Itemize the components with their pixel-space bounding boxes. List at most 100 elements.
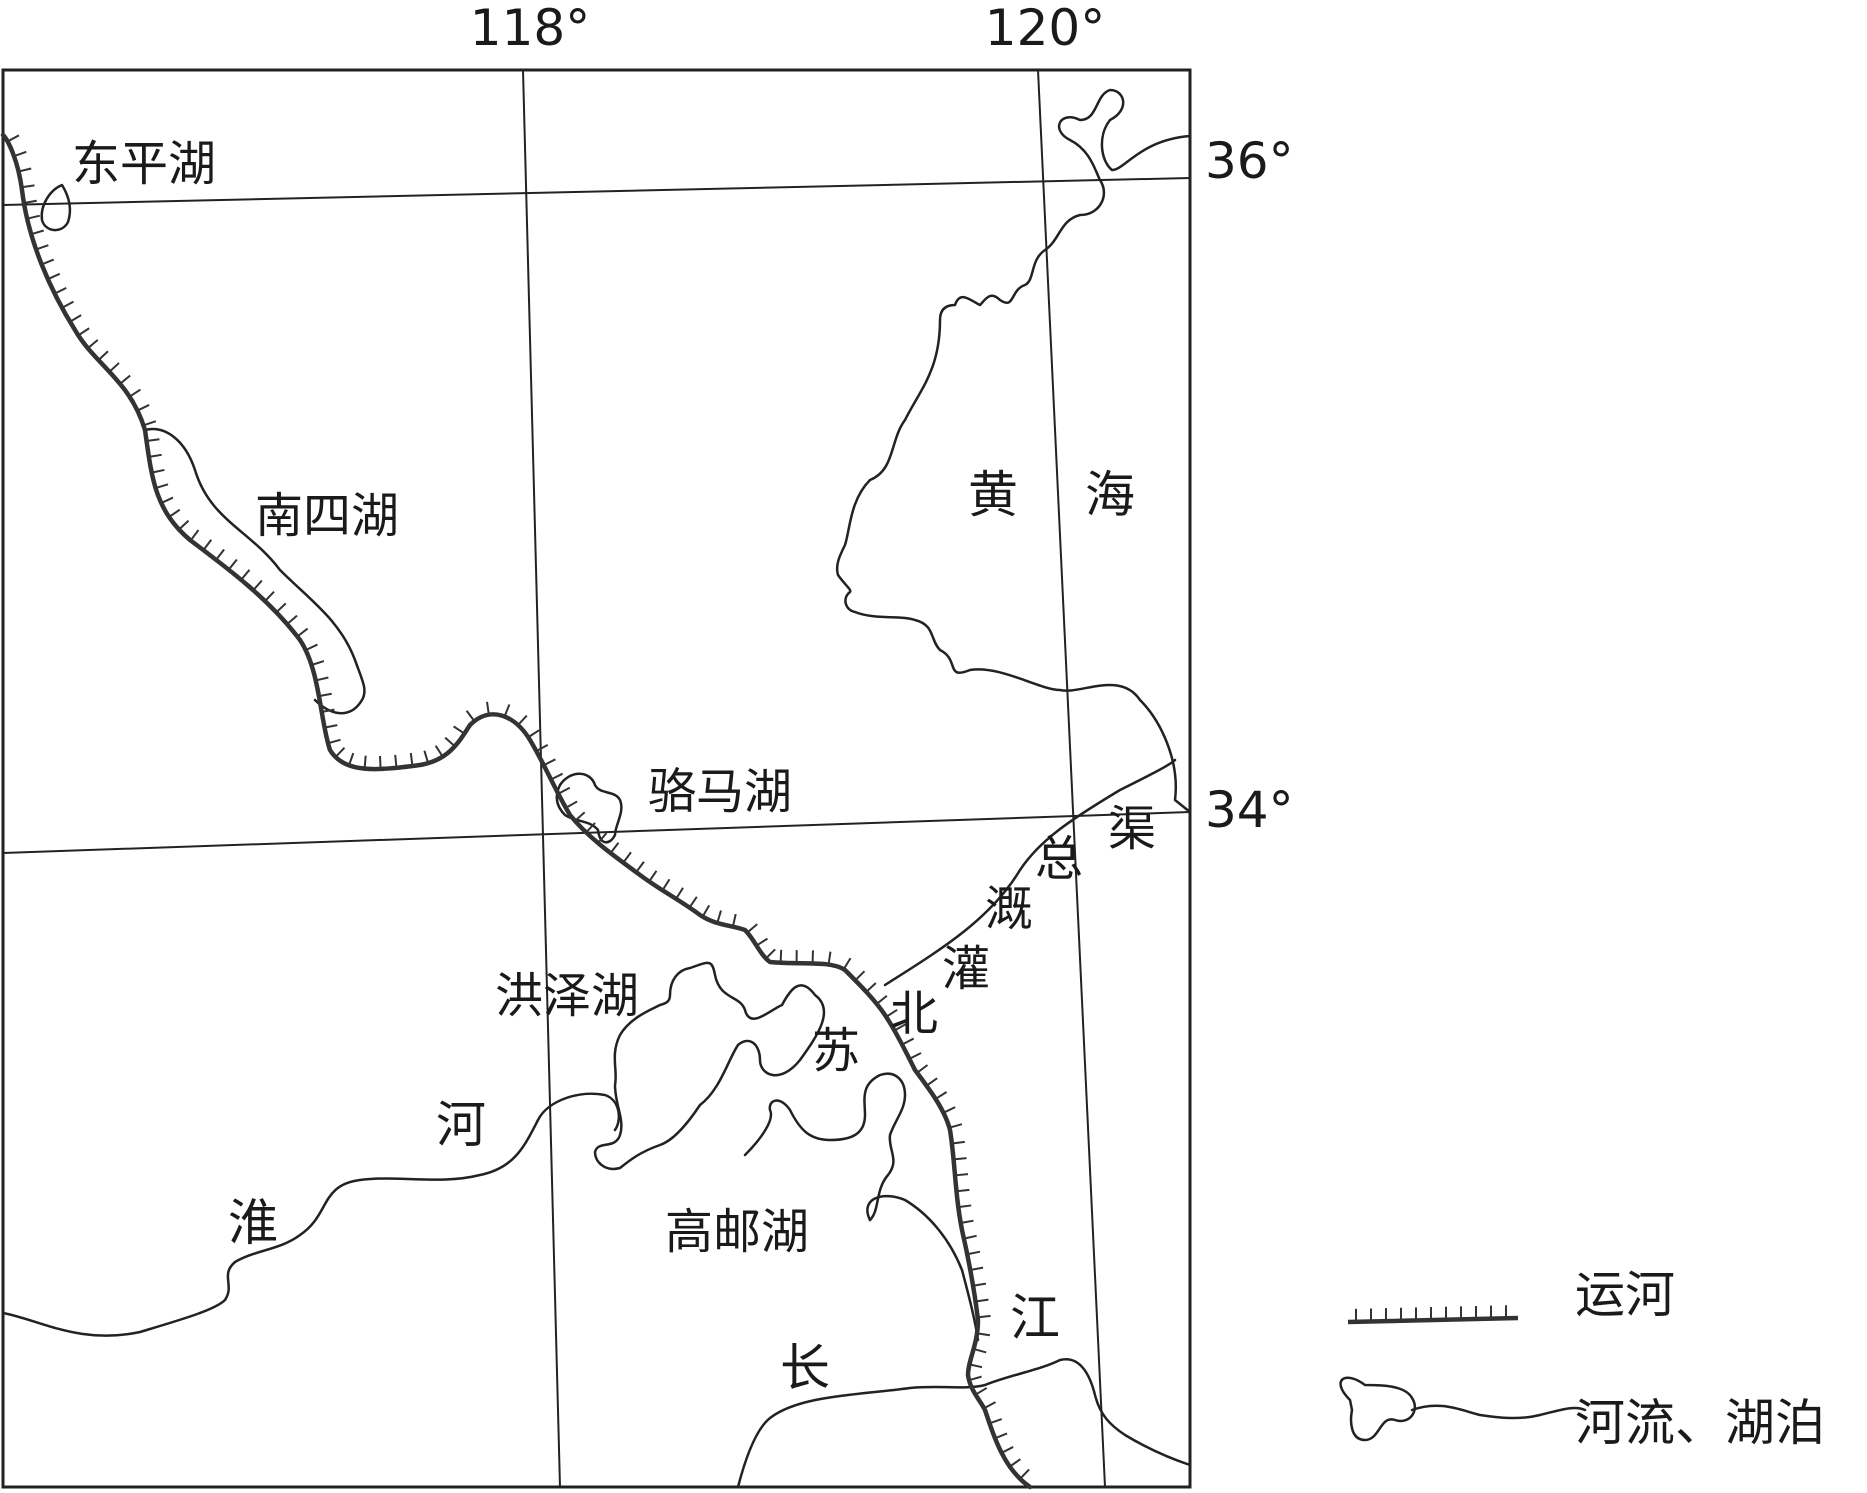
canal-tick (557, 786, 571, 795)
canal-tick (865, 982, 877, 993)
canal-tick (609, 842, 620, 854)
canal-tick (779, 949, 783, 963)
lat-label-36: 36° (1205, 132, 1294, 190)
canal-tick (18, 167, 32, 173)
legend-canal-symbol (1347, 1305, 1519, 1325)
canal-tick (893, 1023, 907, 1032)
canal-tick (956, 1188, 970, 1193)
canal-subei-main (883, 758, 1177, 987)
river-yangtze (736, 1358, 1192, 1489)
canal-tick (7, 134, 20, 143)
canal-tick (119, 374, 131, 385)
canal-tick (688, 896, 698, 909)
canal-tick (26, 214, 41, 220)
canal-label-su: 苏 (812, 1023, 860, 1079)
river-huaihe (1, 1092, 621, 1337)
meridian-120 (1037, 69, 1106, 1488)
canal-tick (983, 1401, 996, 1410)
canal-tick (550, 772, 564, 781)
canal-tick (827, 951, 832, 965)
canal-tick (1019, 1468, 1030, 1480)
canal-tick (597, 832, 608, 844)
legend: 运河 河流、湖泊 (1339, 1266, 1825, 1452)
canal-tick (148, 453, 162, 458)
lake-label-luoma: 骆马湖 (648, 764, 792, 820)
canal-tick (409, 752, 414, 767)
coastline (835, 88, 1192, 814)
canal-label-guan: 灌 (942, 941, 990, 997)
lake-label-gaoyou: 高邮湖 (665, 1204, 809, 1260)
lake-gaoyou (743, 1072, 907, 1222)
canal-tick (160, 496, 174, 504)
canal-tick (296, 627, 309, 638)
canal-tick (275, 602, 287, 614)
canal-tick (348, 752, 355, 766)
canal-tick (976, 1332, 991, 1337)
sea-label-hai: 海 (1085, 466, 1135, 524)
meridian-118 (522, 69, 561, 1488)
river-label-chang: 长 (780, 1339, 830, 1397)
canal-tick (975, 1298, 989, 1303)
canal-tick (731, 913, 737, 927)
canal-tick (876, 994, 888, 1005)
canal-tick (423, 750, 430, 764)
canal-tick (286, 614, 298, 625)
canal-tick (30, 229, 44, 236)
canal-tick (87, 339, 99, 349)
canal-tick (972, 1282, 987, 1287)
canal-tick (324, 724, 338, 729)
canal-tick (989, 1418, 1003, 1425)
canal-tick (305, 643, 318, 652)
river-gaoyou-outflow (866, 1194, 980, 1342)
canal-tick (755, 937, 769, 947)
canal-tick (69, 314, 82, 323)
canal-tick (444, 736, 456, 748)
canal-tick (202, 539, 213, 551)
canal-tick (227, 558, 238, 571)
canal-tick (953, 1157, 967, 1161)
canal-tick (635, 861, 645, 873)
canal-tick (949, 1123, 963, 1129)
canal-tick (968, 1375, 982, 1382)
canal-tick (434, 745, 444, 758)
legend-canal-label: 运河 (1575, 1266, 1675, 1324)
canal-tick (1009, 1458, 1021, 1468)
canal-tick (648, 870, 658, 883)
canal-tick (315, 676, 329, 682)
canal-tick (622, 851, 632, 864)
canal-tick (453, 725, 465, 735)
canal-tick (327, 738, 341, 745)
canal-tick (975, 1387, 988, 1396)
canal-tick (334, 746, 346, 758)
grand-canal-ticks (7, 134, 1030, 1480)
canal-tick (854, 970, 866, 981)
canal-tick (565, 800, 578, 809)
canal-tick (189, 529, 200, 542)
canal-tick (973, 1347, 987, 1354)
canal-tick (970, 1266, 984, 1271)
canal-tick (716, 910, 722, 924)
canal-tick (969, 1363, 983, 1369)
canal-tick (97, 350, 109, 361)
river-label-jiang: 江 (1010, 1289, 1060, 1347)
canal-tick (240, 569, 251, 581)
parallel-34 (2, 811, 1191, 854)
canal-tick (701, 904, 711, 918)
river-label-huai: 淮 (228, 1194, 278, 1252)
canal-tick (379, 755, 382, 770)
canal-tick (129, 388, 141, 398)
canal-tick (916, 1064, 929, 1074)
canal-label-qu: 渠 (1108, 801, 1156, 857)
canal-tick (35, 244, 49, 251)
lake-label-dongping: 东平湖 (72, 136, 216, 192)
map-frame (1, 68, 1192, 1489)
canal-tick (178, 519, 190, 531)
canal-tick (13, 150, 27, 158)
sea-label-huang: 黄 (968, 466, 1018, 524)
canal-tick (958, 1204, 972, 1209)
canal-tick (318, 692, 332, 698)
lake-dongping (40, 183, 72, 232)
canal-tick (908, 1052, 922, 1060)
canal-tick (137, 404, 150, 412)
